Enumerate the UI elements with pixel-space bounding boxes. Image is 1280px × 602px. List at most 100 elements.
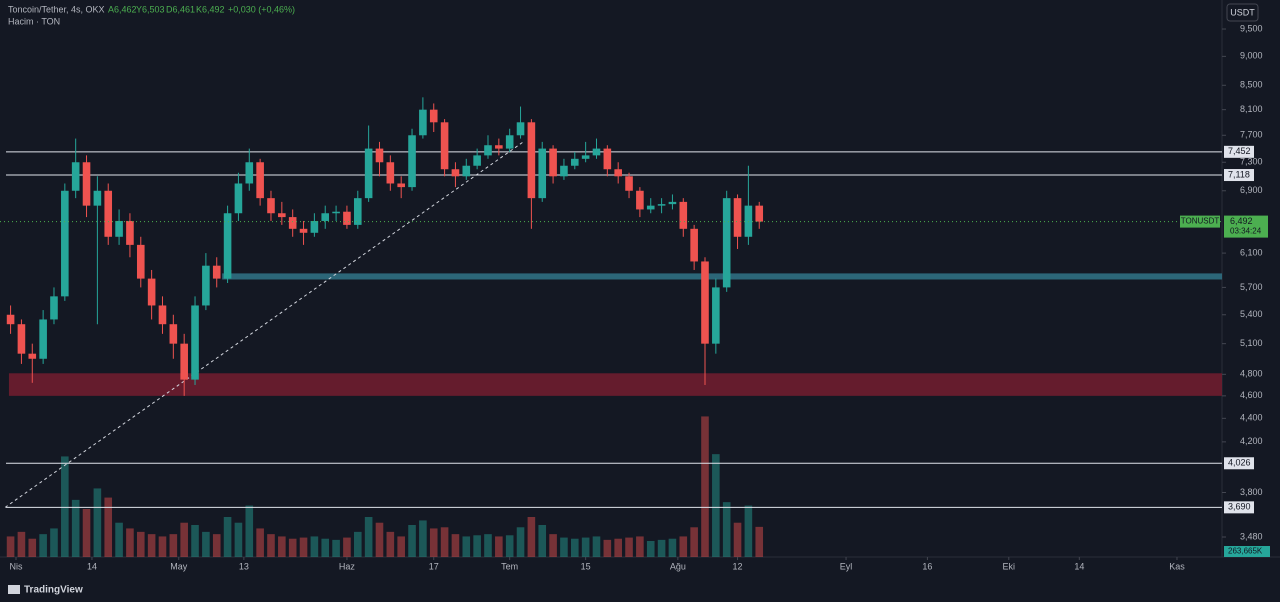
candle-body: [375, 148, 384, 163]
volume-bar: [39, 534, 47, 557]
y-tick-label: 6,100: [1240, 247, 1263, 257]
ohlc-label: Y6,503: [136, 4, 165, 14]
candle-body: [299, 228, 308, 233]
ohlc-label: K6,492: [196, 4, 225, 14]
candle-body: [462, 165, 471, 177]
y-tick-label: 4,400: [1240, 413, 1263, 423]
candle-body: [668, 201, 677, 205]
volume-last-box: [1224, 546, 1270, 557]
x-tick-label: 13: [239, 561, 249, 571]
volume-bar: [495, 536, 503, 557]
candle-body: [538, 148, 547, 199]
volume-bar: [484, 534, 492, 557]
x-tick-label: Tem: [501, 561, 518, 571]
hline-label: 7,118: [1228, 169, 1250, 179]
y-tick-label: 4,200: [1240, 436, 1263, 446]
candle-body: [343, 211, 351, 225]
candle-body: [527, 122, 536, 199]
candle-body: [408, 135, 416, 188]
y-tick-label: 4,800: [1240, 369, 1263, 379]
candle-body: [50, 296, 58, 320]
volume-bar: [473, 535, 481, 557]
y-tick-label: 5,700: [1240, 282, 1263, 292]
candle-body: [657, 204, 666, 206]
volume-bar: [180, 522, 188, 557]
candle-body: [28, 353, 37, 359]
candle-body: [364, 148, 373, 199]
volume-bar: [158, 536, 167, 557]
candle-body: [679, 201, 688, 229]
hline-label: 3,690: [1228, 502, 1251, 512]
volume-bar: [191, 525, 199, 557]
volume-bar: [646, 541, 655, 557]
candle-body: [581, 155, 590, 159]
volume-bar: [104, 497, 113, 557]
candle-body: [71, 162, 80, 191]
volume-bar: [375, 522, 384, 557]
volume-bar: [668, 538, 677, 557]
volume-bar: [733, 522, 742, 557]
hline-label-box: [1224, 457, 1254, 470]
volume-bar: [332, 539, 340, 557]
volume-bar: [549, 534, 557, 557]
volume-bar: [278, 536, 286, 557]
candle-body: [126, 220, 134, 245]
x-tick-label: Nis: [10, 561, 23, 571]
candle-body: [169, 324, 178, 344]
candle-body: [82, 162, 91, 206]
countdown-label: 03:34:24: [1230, 227, 1262, 236]
volume-bar: [408, 525, 416, 557]
candle-body: [701, 261, 709, 344]
volume-bar: [169, 534, 178, 557]
volume-bar: [538, 525, 547, 557]
x-tick-label: 16: [922, 561, 932, 571]
volume-bar: [516, 527, 525, 557]
volume-bar: [299, 537, 308, 557]
y-tick-label: 5,100: [1240, 338, 1263, 348]
hline-label: 7,452: [1228, 146, 1251, 156]
volume-bar: [136, 531, 145, 557]
candle-body: [592, 148, 601, 156]
x-tick-label: 14: [87, 561, 97, 571]
candle-body: [755, 205, 764, 222]
volume-bar: [93, 488, 102, 557]
volume-bar: [321, 538, 330, 557]
volume-bar: [256, 528, 264, 557]
candle-body: [223, 213, 232, 279]
currency-label[interactable]: USDT: [1230, 7, 1255, 17]
candle-body: [147, 278, 156, 306]
volume-bar: [71, 499, 80, 557]
candle-body: [722, 198, 731, 288]
zone: [8, 373, 1222, 396]
volume-last-label: 263,665K: [1228, 547, 1263, 556]
y-tick-label: 8,500: [1240, 80, 1263, 90]
volume-bar: [462, 536, 471, 557]
volume-bar: [744, 505, 753, 557]
ohlc-label: A6,462: [108, 4, 137, 14]
y-tick-label: 4,600: [1240, 390, 1263, 400]
hline-label-box: [1224, 145, 1254, 158]
candle-body: [419, 109, 427, 136]
volume-title: Hacim · TON: [8, 16, 60, 26]
candle-body: [267, 198, 275, 214]
candle-body: [202, 265, 210, 306]
currency-button[interactable]: [1226, 3, 1259, 22]
volume-bar: [690, 527, 698, 557]
volume-bar: [234, 522, 243, 557]
volume-bar: [440, 527, 449, 557]
candle-body: [115, 220, 123, 237]
volume-bar: [614, 538, 622, 557]
candle-body: [560, 165, 568, 177]
volume-bar: [592, 536, 601, 557]
y-tick-label: 7,300: [1240, 157, 1263, 167]
candle-body: [451, 169, 460, 177]
x-tick-label: 14: [1074, 561, 1084, 571]
candle-body: [256, 162, 264, 199]
candle-body: [549, 148, 557, 177]
y-tick-label: 5,400: [1240, 309, 1263, 319]
candle-body: [278, 213, 286, 218]
candle-body: [495, 145, 503, 149]
volume-bar: [310, 536, 319, 557]
